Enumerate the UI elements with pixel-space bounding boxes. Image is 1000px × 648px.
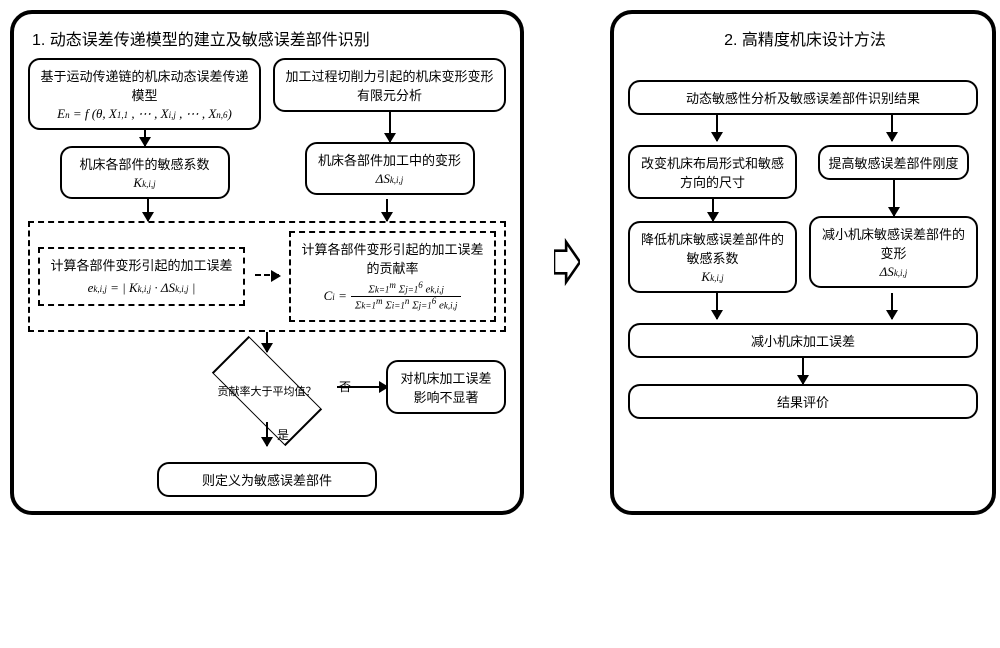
box-fea-deform: 加工过程切削力引起的机床变形变形有限元分析 (273, 58, 506, 112)
text: 机床各部件的敏感系数 (70, 154, 220, 173)
panel-right: 2. 高精度机床设计方法 动态敏感性分析及敏感误差部件识别结果 改变机床布局形式… (610, 10, 996, 515)
arrow-down-icon (389, 112, 391, 142)
formula: Kk,i,j (70, 175, 220, 191)
diamond-label: 贡献率大于平均值？ (207, 383, 327, 399)
box-calc-error: 计算各部件变形引起的加工误差 ek,i,j = | Kk,i,j · ΔSk,i… (38, 247, 245, 306)
text: 计算各部件变形引起的加工误差 (46, 255, 237, 274)
text: 机床各部件加工中的变形 (315, 150, 465, 169)
dashed-arrow-icon (255, 274, 279, 278)
text: 计算各部件变形引起的加工误差的贡献率 (297, 239, 488, 277)
text: 则定义为敏感误差部件 (167, 470, 367, 489)
arrow-down-icon (266, 332, 268, 352)
text: 对机床加工误差影响不显著 (396, 368, 496, 406)
text: 基于运动传递链的机床动态误差传递模型 (38, 66, 251, 104)
arrow-down-icon (891, 115, 893, 141)
box-not-significant: 对机床加工误差影响不显著 (386, 360, 506, 414)
arrow-down-icon (802, 358, 804, 384)
label-yes: 是 (277, 426, 289, 443)
arrow-down-icon (144, 130, 146, 146)
box-define-sensitive: 则定义为敏感误差部件 (157, 462, 377, 497)
formula: En = f (θ, X1,1 , ⋯ , Xi,j , ⋯ , Xn,6) (38, 106, 251, 122)
arrow-down-icon (386, 199, 388, 221)
arrow-down-icon (266, 422, 268, 446)
box-result-eval: 结果评价 (628, 384, 978, 419)
text: 减小机床敏感误差部件的变形 (819, 224, 968, 262)
arrow-down-icon (891, 293, 893, 319)
box-reduce-machining-error: 减小机床加工误差 (628, 323, 978, 358)
formula: ΔSk,i,j (315, 171, 465, 187)
formula: ΔSk,i,j (819, 264, 968, 280)
connector (337, 386, 387, 388)
decision-diamond: 贡献率大于平均值？ (197, 356, 337, 426)
box-reduce-K: 降低机床敏感误差部件的敏感系数 Kk,i,j (628, 221, 797, 293)
box-calc-contribution: 计算各部件变形引起的加工误差的贡献率 Ci = Σk=1m Σj=16 ek,i… (289, 231, 496, 322)
box-dyn-error-model: 基于运动传递链的机床动态误差传递模型 En = f (θ, X1,1 , ⋯ ,… (28, 58, 261, 130)
panel-left-title: 1. 动态误差传递模型的建立及敏感误差部件识别 (32, 26, 506, 50)
box-sensitivity-coef: 机床各部件的敏感系数 Kk,i,j (60, 146, 230, 199)
dashed-group: 计算各部件变形引起的加工误差 ek,i,j = | Kk,i,j · ΔSk,i… (28, 221, 506, 332)
text: 加工过程切削力引起的机床变形变形有限元分析 (283, 66, 496, 104)
text: 减小机床加工误差 (638, 331, 968, 350)
arrow-down-icon (716, 293, 718, 319)
arrow-down-icon (147, 199, 149, 221)
formula: ek,i,j = | Kk,i,j · ΔSk,i,j | (46, 280, 237, 296)
box-component-deform: 机床各部件加工中的变形 ΔSk,i,j (305, 142, 475, 195)
box-improve-stiffness: 提高敏感误差部件刚度 (818, 145, 968, 180)
arrow-down-icon (716, 115, 718, 141)
panel-left: 1. 动态误差传递模型的建立及敏感误差部件识别 基于运动传递链的机床动态误差传递… (10, 10, 524, 515)
box-reduce-dS: 减小机床敏感误差部件的变形 ΔSk,i,j (809, 216, 978, 288)
box-change-layout: 改变机床布局形式和敏感方向的尺寸 (628, 145, 797, 199)
box-analysis-result: 动态敏感性分析及敏感误差部件识别结果 (628, 80, 978, 115)
text: 动态敏感性分析及敏感误差部件识别结果 (638, 88, 968, 107)
text: 结果评价 (638, 392, 968, 411)
panel-right-title: 2. 高精度机床设计方法 (632, 26, 978, 50)
arrow-down-icon (712, 199, 714, 221)
big-arrow-icon (554, 237, 580, 287)
formula: Ci = Σk=1m Σj=16 ek,i,j Σk=1m Σi=1n Σj=1… (297, 281, 488, 312)
arrow-down-icon (893, 180, 895, 216)
text: 提高敏感误差部件刚度 (828, 153, 958, 172)
formula: Kk,i,j (638, 269, 787, 285)
text: 降低机床敏感误差部件的敏感系数 (638, 229, 787, 267)
text: 改变机床布局形式和敏感方向的尺寸 (638, 153, 787, 191)
